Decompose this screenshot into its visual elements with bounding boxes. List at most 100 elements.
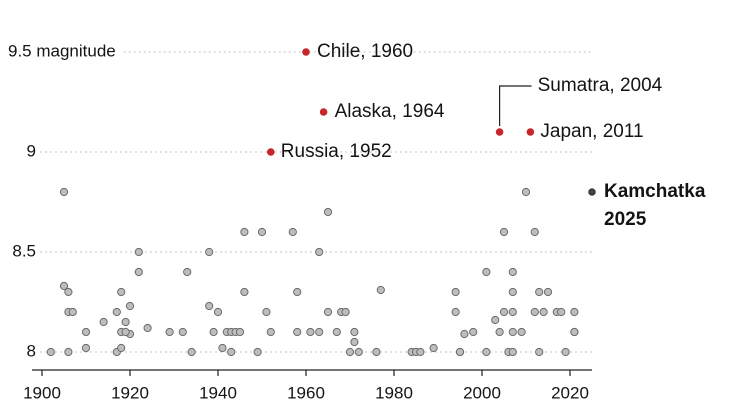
point — [81, 327, 91, 337]
highlight-point — [526, 128, 535, 136]
point — [499, 227, 509, 237]
point — [416, 347, 425, 357]
point — [491, 315, 500, 325]
point — [429, 343, 438, 353]
leader-line — [499, 85, 532, 126]
point — [508, 267, 517, 277]
point — [460, 329, 469, 339]
point — [205, 247, 214, 257]
highlight-point — [267, 148, 275, 156]
point — [134, 267, 143, 277]
point — [376, 285, 385, 295]
point — [205, 301, 214, 311]
point — [235, 327, 245, 337]
point — [121, 327, 130, 337]
point — [455, 347, 465, 357]
highlight-label: Russia, 1952 — [281, 141, 392, 162]
point — [134, 247, 143, 257]
point — [354, 347, 363, 357]
point — [112, 307, 121, 317]
point — [332, 327, 341, 337]
highlight-point — [319, 108, 328, 116]
point — [570, 327, 579, 337]
point — [218, 343, 227, 353]
point — [257, 227, 267, 237]
point — [227, 347, 236, 357]
x-tick-label: 1900 — [23, 383, 61, 402]
point — [183, 267, 192, 277]
point — [341, 307, 350, 317]
point — [482, 267, 491, 277]
point — [535, 287, 544, 297]
y-tick-label: 8 — [27, 341, 36, 360]
point — [165, 327, 174, 337]
x-tick-label: 2000 — [463, 383, 501, 402]
point — [64, 347, 73, 357]
point — [240, 227, 249, 237]
highlight-point — [302, 48, 310, 56]
point — [293, 287, 302, 297]
point — [125, 301, 135, 311]
highlight-point — [588, 188, 596, 196]
highlight-label: Chile, 1960 — [317, 41, 413, 62]
point — [315, 247, 324, 257]
point — [535, 347, 544, 357]
highlight-label: Japan, 2011 — [540, 121, 643, 142]
point — [508, 307, 517, 317]
point — [508, 327, 517, 337]
point — [345, 347, 355, 357]
x-tick-label: 1980 — [375, 383, 413, 402]
point — [315, 327, 324, 337]
point — [561, 347, 570, 357]
point — [68, 307, 77, 317]
point — [240, 287, 249, 297]
point — [499, 307, 509, 317]
point — [253, 347, 262, 357]
point — [187, 347, 196, 357]
point — [451, 307, 460, 317]
point — [143, 323, 152, 333]
y-tick-label: 9.5 magnitude — [8, 41, 116, 60]
point — [64, 287, 73, 297]
point — [543, 287, 553, 297]
point — [570, 307, 579, 317]
point — [262, 307, 271, 317]
point — [178, 327, 187, 337]
point — [517, 327, 526, 337]
point — [117, 287, 126, 297]
highlight-label: Alaska, 1964 — [335, 101, 445, 122]
point — [213, 307, 223, 317]
point — [117, 343, 126, 353]
x-tick-label: 2020 — [551, 383, 589, 402]
point — [557, 307, 566, 317]
highlight-label: Sumatra, 2004 — [538, 75, 663, 96]
highlight-label: 2025 — [604, 209, 647, 230]
point — [121, 317, 130, 327]
point — [350, 337, 359, 347]
point — [469, 327, 478, 337]
point — [99, 317, 108, 327]
point — [530, 227, 539, 237]
point — [288, 227, 297, 237]
point — [306, 327, 315, 337]
point — [209, 327, 218, 337]
point — [46, 347, 55, 357]
highlight-point — [495, 128, 504, 136]
point — [293, 327, 302, 337]
point — [323, 207, 333, 217]
point — [482, 347, 491, 357]
point — [530, 307, 539, 317]
point — [372, 347, 381, 357]
x-tick-label: 1940 — [199, 383, 237, 402]
point — [539, 307, 548, 317]
point — [508, 287, 517, 297]
point — [81, 343, 91, 353]
point — [451, 287, 460, 297]
point — [350, 327, 359, 337]
x-tick-label: 1920 — [111, 383, 149, 402]
y-tick-label: 9 — [27, 141, 36, 160]
highlight-label: Kamchatka — [604, 181, 706, 202]
point — [59, 281, 69, 291]
point — [323, 307, 333, 317]
